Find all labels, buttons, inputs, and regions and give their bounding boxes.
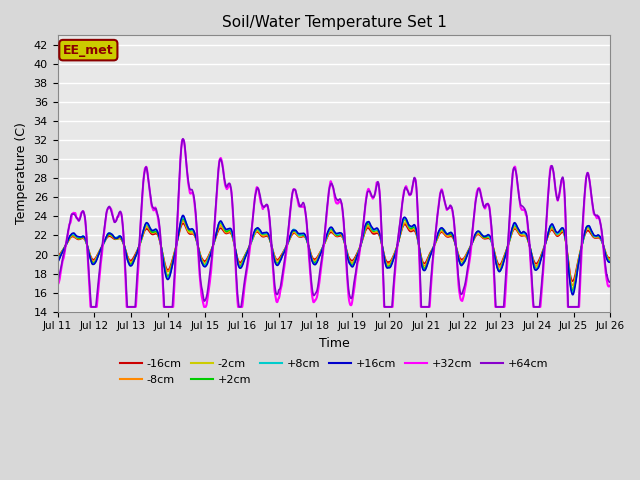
-2cm (179, 216, 187, 222)
+2cm (554, 230, 562, 236)
+16cm (554, 229, 562, 235)
+64cm (87, 304, 95, 310)
-16cm (398, 227, 406, 233)
-2cm (554, 231, 562, 237)
+2cm (607, 259, 614, 264)
+16cm (208, 246, 216, 252)
Line: -16cm: -16cm (58, 224, 611, 281)
+16cm (172, 245, 180, 251)
+64cm (398, 204, 406, 210)
+8cm (54, 259, 61, 264)
-2cm (607, 257, 614, 263)
+8cm (172, 245, 180, 251)
+2cm (607, 259, 614, 264)
-16cm (179, 221, 187, 227)
Text: EE_met: EE_met (63, 44, 114, 57)
+32cm (554, 196, 562, 202)
+16cm (569, 292, 577, 298)
+64cm (209, 250, 216, 255)
-16cm (172, 244, 180, 250)
-8cm (388, 257, 396, 263)
+64cm (554, 196, 562, 202)
+2cm (397, 224, 405, 229)
+2cm (208, 247, 216, 252)
+32cm (172, 249, 180, 254)
-8cm (554, 232, 562, 238)
+8cm (179, 215, 187, 220)
+2cm (401, 216, 409, 222)
+8cm (398, 222, 406, 228)
-8cm (172, 244, 180, 250)
Line: -2cm: -2cm (58, 219, 611, 288)
+16cm (54, 259, 61, 265)
-16cm (388, 256, 396, 262)
-16cm (208, 245, 216, 251)
-2cm (54, 257, 61, 263)
+16cm (607, 259, 614, 265)
+64cm (388, 301, 396, 307)
+2cm (172, 244, 180, 250)
+32cm (607, 282, 614, 288)
-8cm (54, 255, 61, 261)
Line: +2cm: +2cm (58, 219, 611, 290)
-2cm (569, 286, 577, 291)
+2cm (569, 288, 577, 293)
-2cm (172, 244, 180, 250)
Line: +32cm: +32cm (58, 140, 611, 307)
+16cm (607, 259, 614, 264)
-16cm (607, 255, 614, 261)
-8cm (179, 218, 187, 224)
+32cm (398, 204, 406, 210)
+8cm (554, 230, 562, 236)
+64cm (172, 240, 180, 245)
X-axis label: Time: Time (319, 337, 349, 350)
-8cm (398, 227, 406, 232)
+8cm (569, 290, 577, 296)
+2cm (388, 260, 396, 265)
+8cm (607, 259, 614, 264)
+8cm (388, 260, 396, 265)
-8cm (607, 256, 614, 262)
Legend: -16cm, -8cm, -2cm, +2cm, +8cm, +16cm, +32cm, +64cm: -16cm, -8cm, -2cm, +2cm, +8cm, +16cm, +3… (116, 355, 552, 389)
+32cm (86, 304, 94, 310)
-8cm (569, 282, 577, 288)
-8cm (607, 256, 614, 262)
-16cm (54, 254, 61, 260)
+8cm (607, 258, 614, 264)
-16cm (569, 278, 577, 284)
+64cm (607, 278, 614, 284)
Line: +16cm: +16cm (58, 216, 611, 295)
-2cm (208, 246, 216, 252)
-2cm (398, 225, 406, 230)
Line: -8cm: -8cm (58, 221, 611, 285)
+64cm (54, 279, 61, 285)
-8cm (208, 245, 216, 251)
-2cm (607, 257, 614, 263)
+2cm (54, 258, 61, 264)
+32cm (179, 137, 186, 143)
+64cm (607, 279, 614, 285)
+32cm (54, 282, 61, 288)
+64cm (179, 136, 187, 142)
Line: +8cm: +8cm (58, 217, 611, 293)
-2cm (388, 259, 396, 265)
+16cm (398, 222, 406, 228)
+32cm (388, 304, 396, 310)
-16cm (554, 233, 562, 239)
Y-axis label: Temperature (C): Temperature (C) (15, 122, 28, 225)
-16cm (607, 255, 614, 261)
+32cm (607, 282, 614, 288)
Line: +64cm: +64cm (58, 139, 611, 307)
+16cm (179, 213, 187, 218)
+8cm (208, 246, 216, 252)
Title: Soil/Water Temperature Set 1: Soil/Water Temperature Set 1 (221, 15, 447, 30)
+16cm (388, 261, 396, 267)
+32cm (209, 254, 216, 260)
